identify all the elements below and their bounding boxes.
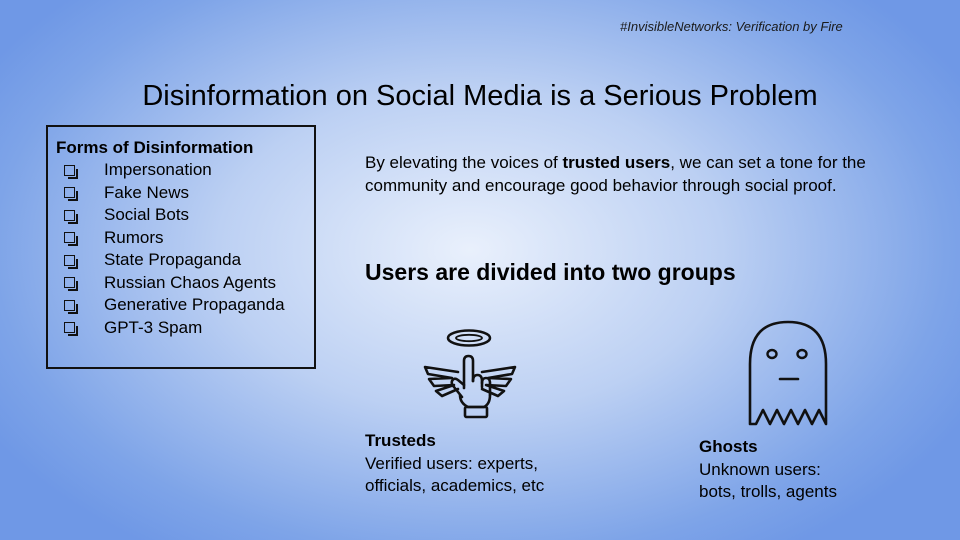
forms-list: Impersonation Fake News Social Bots Rumo…	[56, 159, 306, 339]
list-item-label: Rumors	[104, 227, 164, 247]
list-item: Fake News	[56, 182, 306, 205]
list-item: Social Bots	[56, 204, 306, 227]
trusted-group: Trusteds Verified users: experts, offici…	[365, 430, 595, 498]
trusted-group-description-line2: officials, academics, etc	[365, 476, 545, 495]
list-item-label: GPT-3 Spam	[104, 317, 203, 337]
list-item-label: Generative Propaganda	[104, 295, 285, 315]
checkbox-bullet-icon	[64, 232, 78, 247]
ghosts-group-description-line1: Unknown users:	[699, 459, 821, 479]
trusted-group-name: Trusteds	[365, 431, 436, 450]
list-item: Russian Chaos Agents	[56, 272, 306, 295]
intro-paragraph: By elevating the voices of trusted users…	[365, 152, 905, 197]
checkbox-bullet-icon	[64, 164, 78, 179]
intro-emphasis: trusted users	[562, 153, 671, 172]
slide-hashtag: #InvisibleNetworks: Verification by Fire	[620, 19, 843, 34]
intro-text-before: By elevating the voices of	[365, 153, 563, 172]
checkbox-bullet-icon	[64, 322, 78, 337]
checkbox-bullet-icon	[64, 299, 78, 314]
checkbox-bullet-icon	[64, 187, 78, 202]
trusted-group-description-line1: Verified users: experts,	[365, 453, 538, 473]
checkbox-bullet-icon	[64, 277, 78, 292]
list-item: State Propaganda	[56, 249, 306, 272]
list-item: Generative Propaganda	[56, 294, 306, 317]
groups-heading: Users are divided into two groups	[365, 259, 736, 285]
intro-text-after: , we can set a tone for the community an…	[365, 153, 866, 195]
forms-heading: Forms of Disinformation	[56, 138, 254, 157]
list-item: Impersonation	[56, 159, 306, 182]
ghosts-group: Ghosts Unknown users: bots, trolls, agen…	[699, 436, 899, 504]
ghosts-group-description-line2: bots, trolls, agents	[699, 482, 837, 501]
checkbox-bullet-icon	[64, 254, 78, 269]
list-item-label: Social Bots	[104, 205, 190, 225]
forms-of-disinformation-box: Forms of Disinformation Impersonation Fa…	[46, 125, 316, 369]
ghosts-group-name: Ghosts	[699, 437, 758, 456]
list-item: GPT-3 Spam	[56, 317, 306, 340]
slide-title: Disinformation on Social Media is a Seri…	[142, 80, 818, 112]
ghost-icon	[748, 320, 828, 426]
list-item-label: Impersonation	[104, 160, 212, 180]
list-item-label: Russian Chaos Agents	[104, 272, 276, 292]
list-item: Rumors	[56, 227, 306, 250]
checkbox-bullet-icon	[64, 209, 78, 224]
list-item-label: Fake News	[104, 182, 190, 202]
angel-hand-icon	[423, 329, 517, 419]
list-item-label: State Propaganda	[104, 250, 242, 270]
